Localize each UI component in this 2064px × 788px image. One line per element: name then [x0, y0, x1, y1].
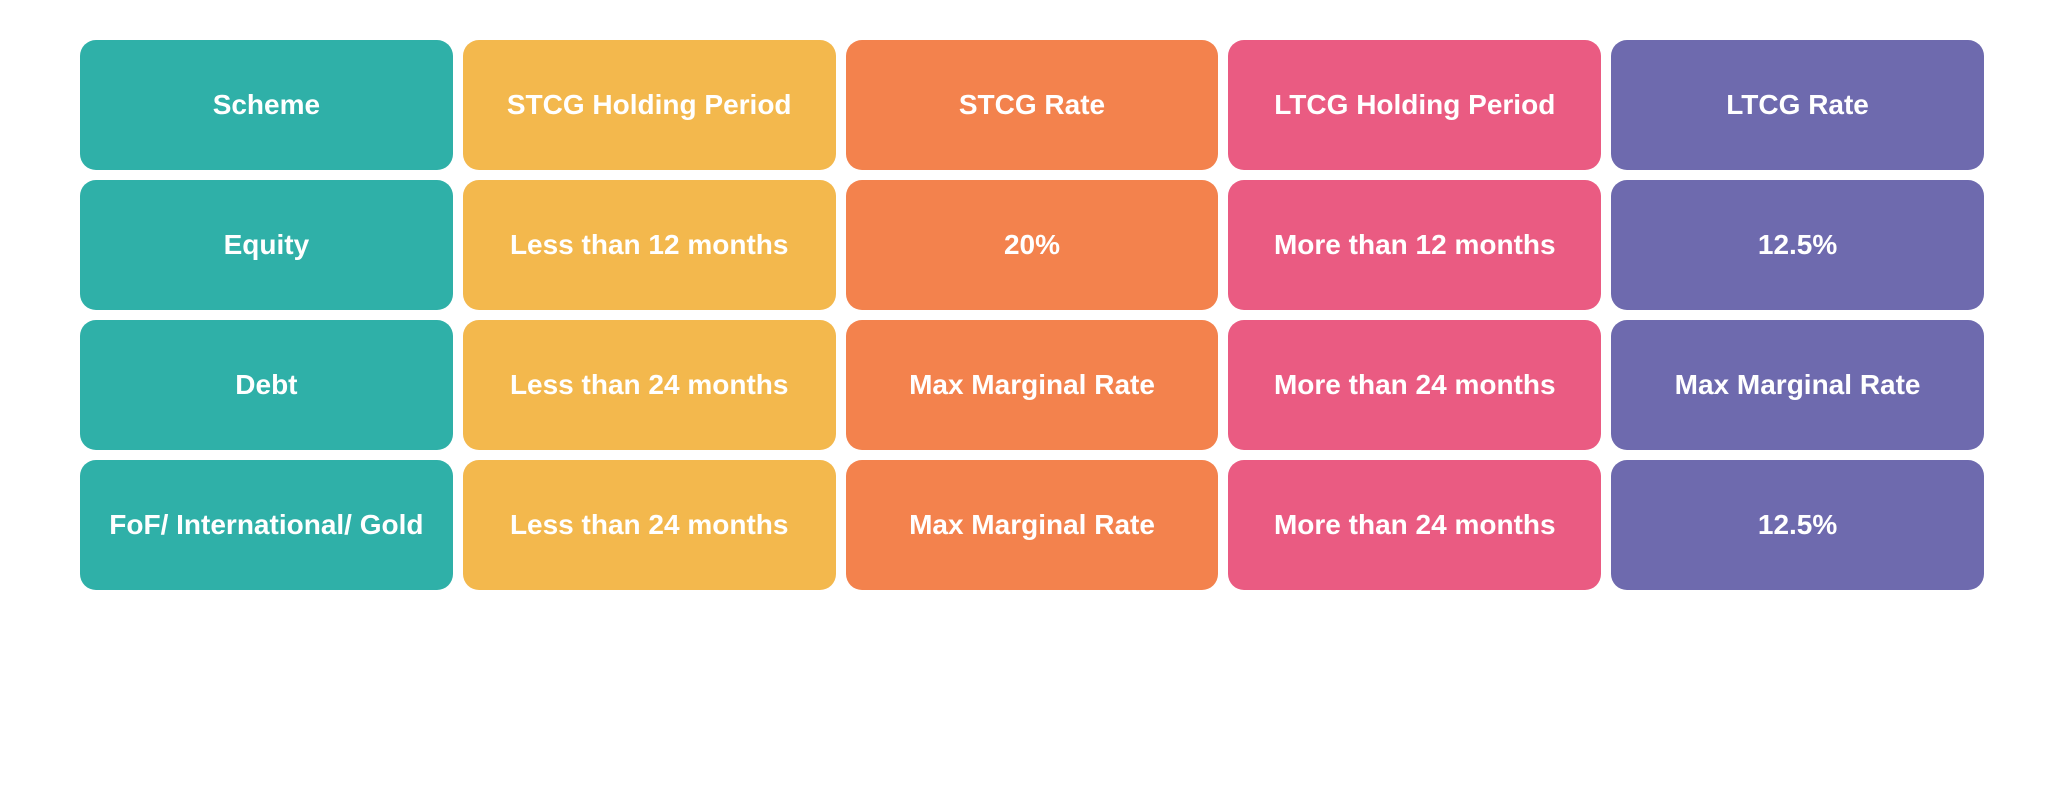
table-cell: Less than 12 months [463, 180, 836, 310]
table-cell: 12.5% [1611, 180, 1984, 310]
table-cell: Max Marginal Rate [1611, 320, 1984, 450]
table-cell: Max Marginal Rate [846, 460, 1219, 590]
header-stcg-holding: STCG Holding Period [463, 40, 836, 170]
table-cell: Max Marginal Rate [846, 320, 1219, 450]
table-cell: Debt [80, 320, 453, 450]
table-cell: Equity [80, 180, 453, 310]
header-stcg-rate: STCG Rate [846, 40, 1219, 170]
header-ltcg-rate: LTCG Rate [1611, 40, 1984, 170]
header-scheme: Scheme [80, 40, 453, 170]
table-cell: More than 12 months [1228, 180, 1601, 310]
table-cell: 12.5% [1611, 460, 1984, 590]
table-cell: FoF/ International/ Gold [80, 460, 453, 590]
table-cell: More than 24 months [1228, 320, 1601, 450]
table-cell: More than 24 months [1228, 460, 1601, 590]
header-ltcg-holding: LTCG Holding Period [1228, 40, 1601, 170]
tax-table: Scheme STCG Holding Period STCG Rate LTC… [80, 40, 1984, 590]
table-cell: Less than 24 months [463, 460, 836, 590]
table-cell: Less than 24 months [463, 320, 836, 450]
table-cell: 20% [846, 180, 1219, 310]
